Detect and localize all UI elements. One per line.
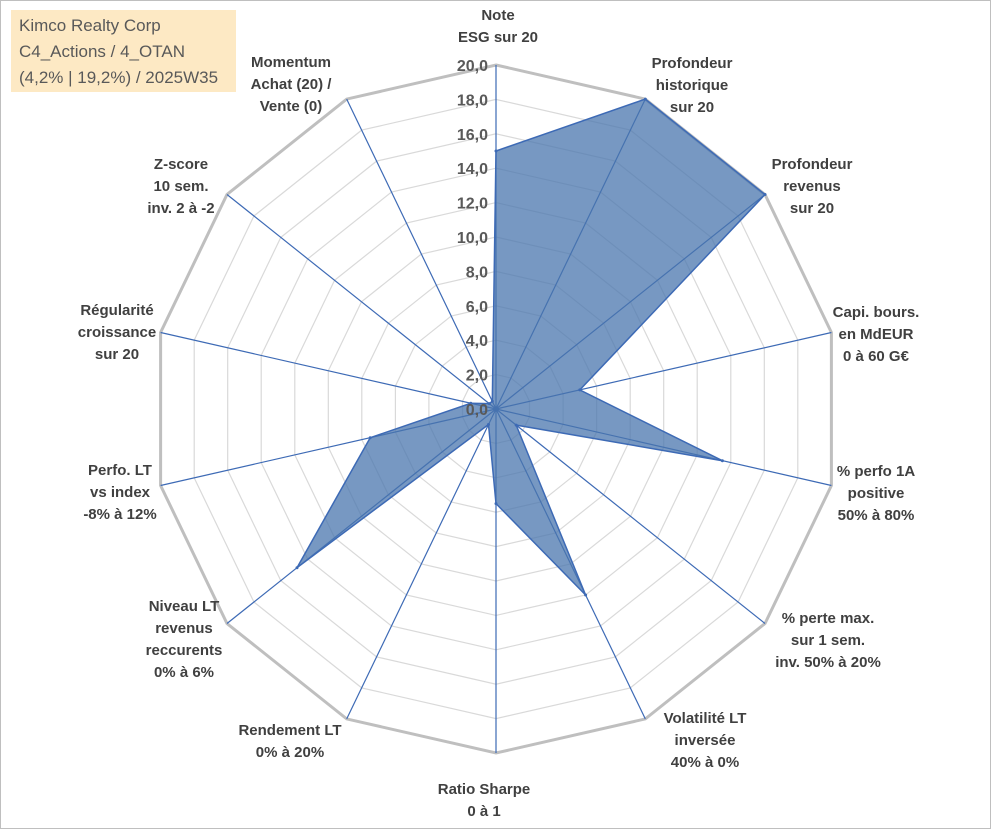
axis-category-label: Volatilité LT inversée 40% à 0% xyxy=(664,710,747,771)
axis-category-label-line: Z-score xyxy=(154,156,208,173)
axis-category-label-line: Régularité xyxy=(80,302,153,319)
data-point xyxy=(368,436,372,440)
tick-label: 2,0 xyxy=(466,368,488,385)
axis-category-label-line: Profondeur xyxy=(652,55,733,72)
axis-category-label-line: en MdEUR xyxy=(839,326,914,343)
data-point xyxy=(494,149,498,153)
axis-category-label: Ratio Sharpe 0 à 1 xyxy=(438,781,531,820)
axis-category-label: Z-score 10 sem. inv. 2 à -2 xyxy=(147,156,214,217)
tick-label: 14,0 xyxy=(457,161,488,178)
tick-label: 6,0 xyxy=(466,299,488,316)
axis-category-label-line: Capi. bours. xyxy=(833,304,920,321)
tick-label: 12,0 xyxy=(457,196,488,213)
axis-spoke xyxy=(346,98,497,410)
tick-label: 0,0 xyxy=(466,402,488,419)
axis-category-label-line: Ratio Sharpe xyxy=(438,781,531,798)
tick-label: 8,0 xyxy=(466,264,488,281)
tick-label: 20,0 xyxy=(457,58,488,75)
axis-spoke xyxy=(226,194,497,410)
axis-category-label-line: 0% à 20% xyxy=(256,744,324,761)
axis-category-label: Rendement LT 0% à 20% xyxy=(238,722,341,761)
axis-spoke xyxy=(160,331,497,410)
tick-label: 18,0 xyxy=(457,92,488,109)
axis-category-label-line: croissance xyxy=(78,324,156,341)
data-point xyxy=(578,388,582,392)
axis-category-label-line: Achat (20) / xyxy=(251,76,333,93)
axis-category-label-line: Niveau LT xyxy=(149,598,220,615)
axis-category-label-line: inv. 50% à 20% xyxy=(775,654,881,671)
axis-category-label-line: inv. 2 à -2 xyxy=(147,200,214,217)
axis-category-label: Profondeur historique sur 20 xyxy=(652,55,733,116)
axis-category-label-line: vs index xyxy=(90,484,151,501)
axis-category-label-line: positive xyxy=(848,485,905,502)
title-line-category: C4_Actions / 4_OTAN xyxy=(19,42,185,61)
axis-category-label-line: inversée xyxy=(675,732,736,749)
data-point xyxy=(494,502,498,506)
axis-category-label-line: reccurents xyxy=(146,642,223,659)
tick-label: 10,0 xyxy=(457,230,488,247)
data-point xyxy=(584,593,588,597)
axis-category-label-line: revenus xyxy=(155,620,213,637)
axis-category-label-line: 0 à 1 xyxy=(467,803,500,820)
axis-category-label-line: Volatilité LT xyxy=(664,710,747,727)
axis-category-label-line: 0 à 60 G€ xyxy=(843,348,910,365)
axis-category-label: Perfo. LT vs index -8% à 12% xyxy=(83,462,156,523)
axis-category-label-line: sur 20 xyxy=(95,346,139,363)
axis-category-label-line: 40% à 0% xyxy=(671,754,739,771)
axis-category-label-line: Vente (0) xyxy=(260,98,323,115)
axis-category-label-line: 10 sem. xyxy=(153,178,208,195)
axis-category-label-line: historique xyxy=(656,77,729,94)
title-line-company: Kimco Realty Corp xyxy=(19,16,161,35)
axis-category-label: % perte max. sur 1 sem. inv. 50% à 20% xyxy=(775,610,881,671)
data-point xyxy=(514,423,518,427)
axis-category-label-line: % perte max. xyxy=(782,610,875,627)
data-point xyxy=(295,566,299,570)
axis-category-label-line: ESG sur 20 xyxy=(458,29,538,46)
data-point xyxy=(763,193,767,196)
axis-category-label-line: sur 20 xyxy=(670,99,714,116)
axis-category-label: Niveau LT revenus reccurents 0% à 6% xyxy=(146,598,223,681)
axis-category-label-line: 50% à 80% xyxy=(838,507,915,524)
data-point xyxy=(487,423,490,426)
axis-category-label-line: -8% à 12% xyxy=(83,506,156,523)
axis-category-label-line: 0% à 6% xyxy=(154,664,214,681)
axis-category-label: Note ESG sur 20 xyxy=(458,7,538,46)
axis-spoke xyxy=(495,408,766,624)
axis-category-label-line: revenus xyxy=(783,178,841,195)
data-point xyxy=(487,402,491,406)
title-line-stats: (4,2% | 19,2%) / 2025W35 xyxy=(19,68,219,87)
axis-category-label-line: Rendement LT xyxy=(238,722,341,739)
tick-label: 16,0 xyxy=(457,127,488,144)
data-point xyxy=(469,401,473,405)
axis-category-label-line: Perfo. LT xyxy=(88,462,152,479)
axis-category-label: Momentum Achat (20) / Vente (0) xyxy=(251,54,333,115)
axis-category-label: Capi. bours. en MdEUR 0 à 60 G€ xyxy=(833,304,920,365)
axis-spoke xyxy=(346,408,497,720)
axis-category-label-line: sur 20 xyxy=(790,200,834,217)
chart-title-box: Kimco Realty Corp C4_Actions / 4_OTAN (4… xyxy=(11,10,236,92)
axis-category-label-line: Momentum xyxy=(251,54,331,71)
axis-category-label-line: Profondeur xyxy=(772,156,853,173)
data-point xyxy=(643,97,647,101)
tick-label: 4,0 xyxy=(466,333,488,350)
axis-category-label-line: sur 1 sem. xyxy=(791,632,865,649)
axis-category-label-line: % perfo 1A xyxy=(837,463,916,480)
data-point xyxy=(720,459,724,463)
data-point xyxy=(490,399,494,403)
axis-category-label-line: Note xyxy=(481,7,514,24)
axis-category-label: Régularité croissance sur 20 xyxy=(78,302,156,363)
axis-category-label: Profondeur revenus sur 20 xyxy=(772,156,853,217)
axis-category-label: % perfo 1A positive 50% à 80% xyxy=(837,463,916,524)
